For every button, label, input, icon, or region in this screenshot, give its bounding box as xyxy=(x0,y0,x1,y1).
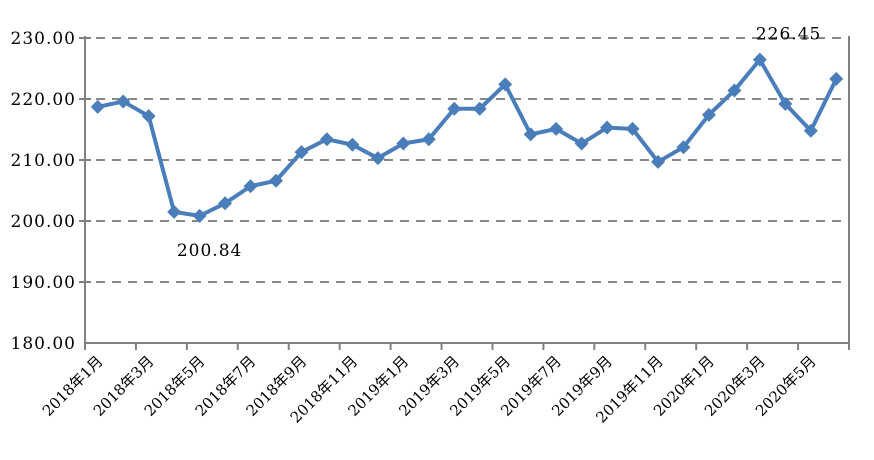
data-point-marker xyxy=(498,77,513,92)
data-point-marker xyxy=(676,140,691,155)
y-axis-tick-label: 230.00 xyxy=(11,29,76,49)
data-point-marker xyxy=(345,137,360,152)
data-point-marker xyxy=(752,52,767,67)
data-point-marker xyxy=(727,83,742,98)
data-point-marker xyxy=(218,196,233,211)
data-label-min: 200.84 xyxy=(177,241,242,261)
data-label-max: 226.45 xyxy=(756,25,821,45)
y-axis-tick-label: 220.00 xyxy=(11,90,76,110)
data-point-marker xyxy=(421,132,436,147)
data-point-marker xyxy=(803,123,818,138)
data-point-marker xyxy=(778,96,793,111)
y-axis-tick-label: 190.00 xyxy=(11,273,76,293)
data-point-marker xyxy=(192,208,207,223)
data-point-marker xyxy=(90,99,105,114)
data-point-marker xyxy=(396,136,411,151)
data-point-marker xyxy=(294,145,309,160)
data-point-marker xyxy=(447,101,462,116)
y-axis-tick-label: 180.00 xyxy=(11,334,76,354)
data-point-marker xyxy=(523,127,538,142)
data-point-marker xyxy=(651,154,665,169)
data-point-marker xyxy=(472,101,487,116)
data-point-marker xyxy=(701,107,716,122)
data-point-marker xyxy=(243,179,258,194)
series-line xyxy=(95,57,839,218)
data-point-marker xyxy=(829,71,844,86)
data-point-marker xyxy=(625,121,640,136)
data-point-marker xyxy=(167,204,182,219)
data-point-marker xyxy=(116,94,131,109)
data-point-marker xyxy=(370,151,385,166)
data-point-marker xyxy=(574,136,589,151)
data-point-marker xyxy=(549,121,564,136)
data-point-marker xyxy=(600,120,615,135)
data-point-marker xyxy=(319,132,334,147)
y-axis-tick-label: 200.00 xyxy=(11,212,76,232)
y-axis-tick-label: 210.00 xyxy=(11,151,76,171)
data-point-marker xyxy=(269,173,283,188)
data-point-marker xyxy=(141,109,156,124)
